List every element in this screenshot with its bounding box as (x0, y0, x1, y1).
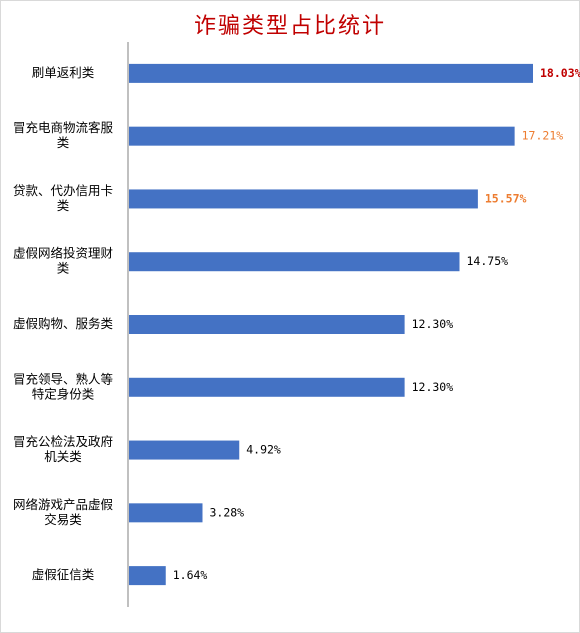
bar (129, 440, 240, 460)
category-label: 虚假征信类 (32, 567, 95, 582)
data-label: 17.21% (522, 129, 564, 143)
data-label: 3.28% (209, 505, 244, 519)
data-label: 12.30% (412, 317, 454, 331)
category-label: 冒充公检法及政府 (13, 434, 113, 449)
chart-title: 诈骗类型占比统计 (193, 14, 386, 39)
data-label: 18.03% (540, 66, 580, 80)
category-label: 刷单返利类 (32, 65, 95, 80)
category-label: 类 (57, 198, 70, 213)
category-label: 交易类 (44, 512, 82, 527)
category-label: 机关类 (44, 449, 82, 464)
category-label: 虚假网络投资理财 (13, 246, 113, 261)
bar (129, 252, 460, 272)
data-label: 1.64% (173, 568, 208, 582)
category-label: 特定身份类 (32, 386, 95, 401)
bar (129, 566, 166, 586)
bar (129, 189, 478, 209)
bar (129, 315, 405, 334)
category-label: 冒充领导、熟人等 (13, 371, 113, 386)
bar (129, 377, 405, 397)
category-label: 冒充电商物流客服 (13, 120, 114, 135)
bar (129, 126, 515, 146)
data-label: 15.57% (485, 191, 527, 205)
category-label: 虚假购物、服务类 (13, 316, 114, 331)
category-label: 类 (57, 261, 70, 276)
category-label: 网络游戏产品虚假 (13, 497, 114, 512)
data-label: 4.92% (246, 443, 281, 457)
bar (129, 503, 203, 523)
category-label: 类 (57, 135, 70, 150)
data-label: 12.30% (412, 380, 454, 394)
bar (129, 63, 533, 83)
category-label: 贷款、代办信用卡 (13, 183, 113, 198)
data-label: 14.75% (467, 254, 509, 268)
